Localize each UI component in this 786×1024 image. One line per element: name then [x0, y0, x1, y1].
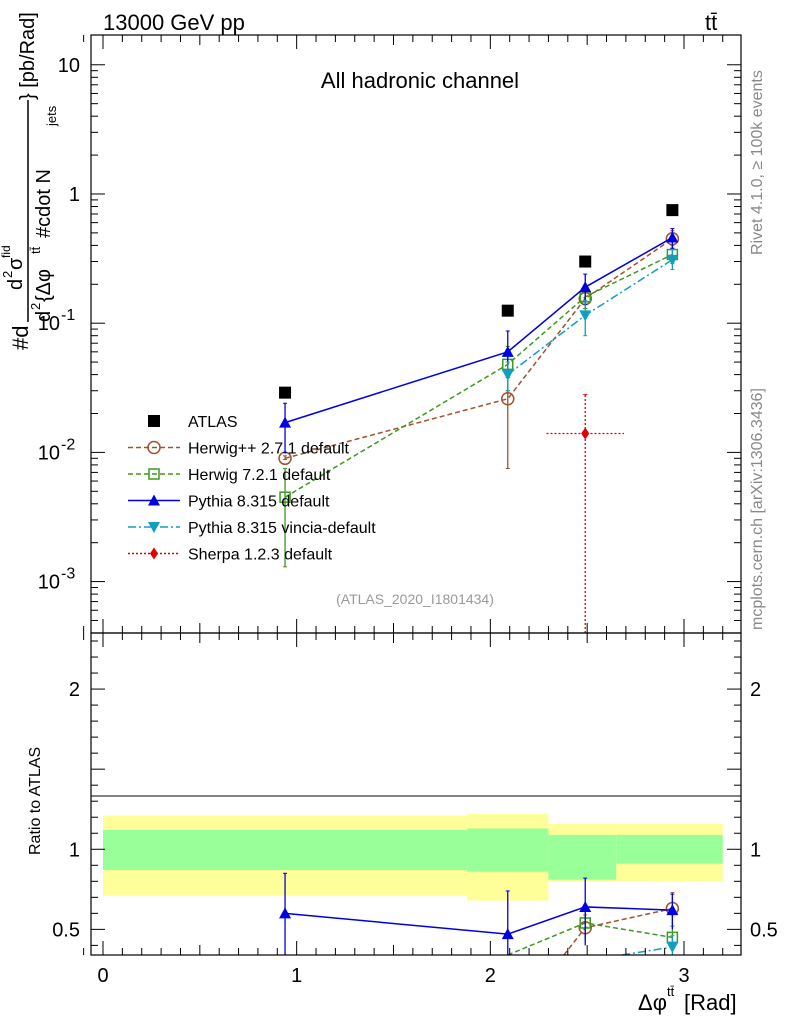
- series-vincia: [501, 249, 679, 392]
- main-ytick-label: 10: [38, 572, 60, 594]
- ylabel-num-d: d: [5, 279, 27, 290]
- ylabel-unit: } [pb/Rad]: [17, 12, 39, 100]
- ylabel-num-fid: fid: [0, 245, 13, 258]
- data-point-herwig7: [279, 491, 291, 503]
- ratio-line-pythia: [284, 906, 673, 935]
- series-herwigpp: [278, 230, 680, 470]
- legend-label-pythia: Pythia 8.315 default: [188, 494, 330, 511]
- data-point-sherpa: [581, 427, 590, 440]
- main-ylabel: #d d 2 σ fid d 2 {Δφ tt̄ #cdot N jets } …: [0, 12, 59, 350]
- ylabel-den-sup: 2: [28, 303, 43, 310]
- data-point-pythia: [279, 416, 292, 428]
- ylabel-num-sigma: σ: [5, 257, 27, 270]
- legend-label-sherpa: Sherpa 1.2.3 default: [188, 547, 333, 564]
- data-point-pythia: [501, 345, 514, 357]
- ylabel-den-text2: #cdot N: [33, 169, 55, 238]
- legend-label-herwigpp: Herwig++ 2.7.1 default: [188, 441, 350, 458]
- ratio-ytick-label-right: 0.5: [750, 919, 778, 941]
- ylabel-num-sup: 2: [0, 271, 15, 278]
- ratio-xtick-label: 0: [97, 965, 108, 987]
- ratio-xtick-label: 2: [485, 965, 496, 987]
- legend-label-vincia: Pythia 8.315 vincia-default: [188, 520, 376, 537]
- ratio-ytick-label-right: 2: [750, 679, 761, 701]
- ratio-frame: [90, 632, 742, 956]
- ratio-point-pythia: [501, 928, 514, 940]
- ratio-series-herwig7: [507, 908, 679, 956]
- ratio-point-pythia: [666, 904, 679, 916]
- ratio-band-inner: [467, 828, 549, 872]
- x-axis-label: Δφ tt̄ [Rad]: [638, 984, 737, 1015]
- series-pythia: [279, 228, 679, 453]
- data-point-atlas: [501, 304, 514, 317]
- ylabel-den-text: {Δφ: [33, 269, 55, 302]
- legend-marker-herwig7: [148, 468, 160, 480]
- energy-label: 13000 GeV pp: [103, 10, 245, 35]
- ratio-ytick-label-left: 0.5: [52, 919, 80, 941]
- rivet-label: Rivet 4.1.0, ≥ 100k events: [749, 70, 766, 255]
- series-atlas: [279, 204, 679, 399]
- ylabel-den-sup-tt: tt̄: [28, 246, 43, 254]
- main-ytick-exponent: -3: [61, 566, 75, 583]
- data-point-atlas: [666, 204, 679, 217]
- legend: ATLAS Herwig++ 2.7.1 default Herwig 7.2.1 …: [128, 414, 376, 564]
- ratio-plot: 0.5 0.5 1 1 2 2 0 1 2 3: [52, 632, 778, 987]
- main-ytick-label: 1: [69, 184, 80, 206]
- data-point-vincia: [501, 369, 514, 381]
- main-ytick-exponent: -2: [61, 436, 75, 453]
- ratio-series-pythia: [279, 872, 679, 955]
- ratio-band-inner: [103, 830, 468, 871]
- data-point-herwigpp: [501, 392, 515, 406]
- legend-marker-atlas: [148, 415, 160, 427]
- main-title: All hadronic channel: [321, 68, 519, 93]
- series-line-herwig7: [284, 253, 673, 498]
- legend-marker-pythia: [148, 494, 160, 506]
- ratio-series-herwigpp: [563, 892, 680, 956]
- xlabel-delta-phi: Δφ: [638, 990, 667, 1015]
- series-line-vincia: [507, 259, 673, 376]
- ratio-ylabel: Ratio to ATLAS: [27, 747, 44, 855]
- main-plot: All hadronic channel (ATLAS_2020_I180143…: [38, 34, 742, 634]
- ratio-ytick-label-left: 1: [69, 839, 80, 861]
- ylabel-prefix: #d: [8, 326, 33, 350]
- main-ytick-label: 10: [58, 55, 80, 77]
- ratio-band-inner: [616, 834, 723, 864]
- legend-label-atlas: ATLAS: [188, 414, 238, 431]
- series-line-pythia: [284, 236, 673, 424]
- main-ytick-exponent: -1: [61, 307, 75, 324]
- ratio-ytick-label-right: 1: [750, 839, 761, 861]
- legend-marker-vincia: [148, 522, 160, 533]
- ylabel-den-sub: jets: [44, 105, 59, 127]
- main-ytick-label: 10: [38, 313, 60, 335]
- data-point-pythia: [666, 231, 679, 243]
- ratio-point-pythia: [579, 900, 592, 912]
- ratio-series-vincia: [621, 935, 679, 956]
- ratio-point-pythia: [279, 907, 292, 919]
- ratio-ytick-label-left: 2: [69, 679, 80, 701]
- ratio-xtick-label: 1: [291, 965, 302, 987]
- data-point-vincia: [579, 310, 592, 322]
- xlabel-unit: [Rad]: [684, 990, 737, 1015]
- main-frame: [90, 34, 742, 634]
- series-line-herwigpp: [284, 238, 673, 460]
- data-point-pythia: [579, 281, 592, 293]
- legend-marker-herwigpp: [147, 440, 161, 455]
- ratio-xtick-label: 3: [678, 965, 689, 987]
- data-point-vincia: [666, 254, 679, 266]
- analysis-tag: (ATLAS_2020_I1801434): [336, 591, 494, 607]
- data-point-atlas: [279, 386, 292, 399]
- data-point-atlas: [579, 255, 592, 268]
- mcplots-label: mcplots.cern.ch [arXiv:1306.3436]: [749, 388, 766, 630]
- ylabel-den-d: d: [33, 311, 55, 322]
- ratio-point-vincia: [666, 941, 679, 953]
- legend-label-herwig7: Herwig 7.2.1 default: [188, 467, 331, 484]
- series-sherpa: [546, 394, 624, 634]
- main-ytick-label: 10: [38, 442, 60, 464]
- xlabel-sup: tt̄: [667, 984, 675, 999]
- legend-marker-sherpa: [150, 547, 158, 560]
- process-label: tt̄: [705, 10, 717, 35]
- ratio-band-inner: [548, 834, 617, 880]
